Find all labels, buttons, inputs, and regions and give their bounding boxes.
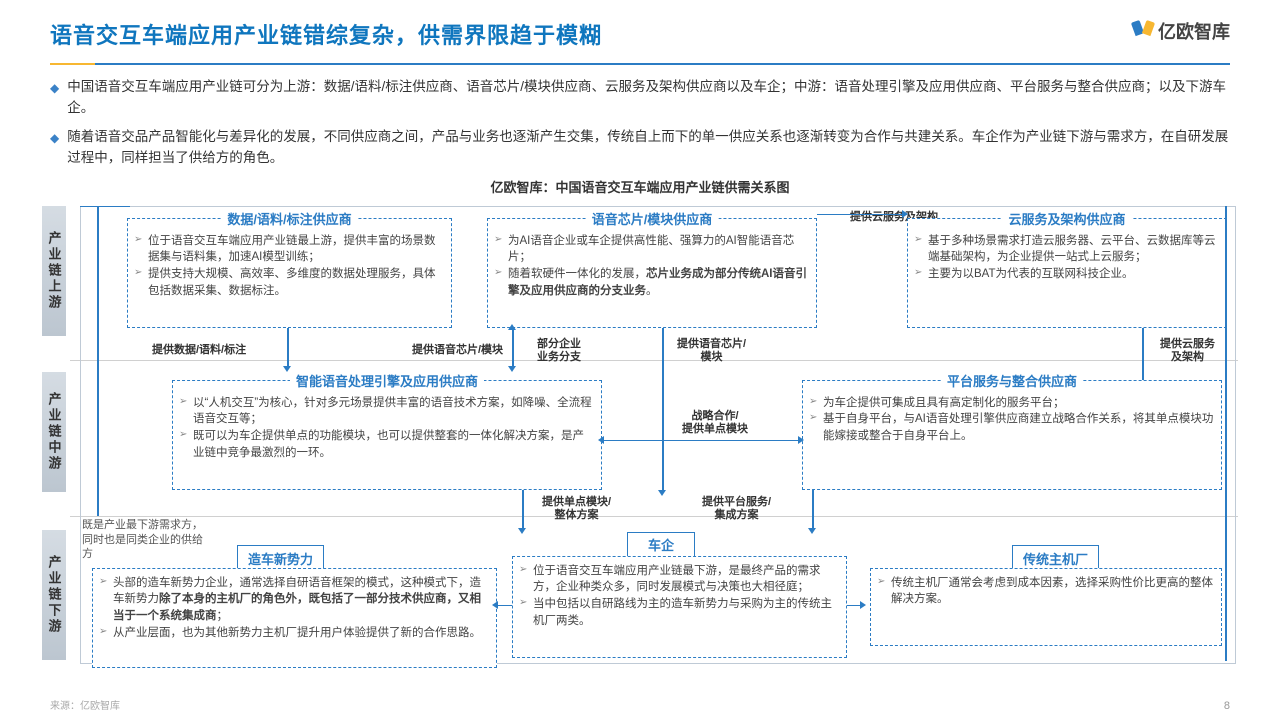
bullet-1: ◆中国语音交互车端应用产业链可分为上游：数据/语料/标注供应商、语音芯片/模块供… bbox=[50, 77, 1230, 119]
flow-module: 提供单点模块/整体方案 bbox=[542, 496, 611, 522]
supply-chain-diagram: 产业链上游 产业链中游 产业链下游 数据/语料/标注供应商 位于语音交互车端应用… bbox=[42, 200, 1238, 680]
flow-branch: 部分企业业务分支 bbox=[537, 338, 581, 364]
box-newforce: 头部的造车新势力企业，通常选择自研语音框架的模式，这种模式下，造车新势力除了本身… bbox=[92, 568, 497, 668]
page-number: 8 bbox=[1224, 700, 1230, 712]
label-auto: 车企 bbox=[627, 532, 695, 557]
row-upstream: 产业链上游 bbox=[42, 206, 66, 336]
row-downstream: 产业链下游 bbox=[42, 530, 66, 660]
source-footer: 来源：亿欧智库 bbox=[50, 697, 120, 712]
box-chip-supplier: 语音芯片/模块供应商 为AI语音企业或车企提供高性能、强算力的AI智能语音芯片；… bbox=[487, 218, 817, 328]
flow-chip2: 提供语音芯片/模块 bbox=[677, 338, 746, 364]
flow-platform: 提供平台服务/集成方案 bbox=[702, 496, 771, 522]
logo-text: 亿欧智库 bbox=[1158, 18, 1230, 44]
box-engine-supplier: 智能语音处理引擎及应用供应商 以“人机交互”为核心，针对多元场景提供丰富的语音技… bbox=[172, 380, 602, 490]
box-oem: 传统主机厂通常会考虑到成本因素，选择采购性价比更高的整体解决方案。 bbox=[870, 568, 1222, 646]
bullet-2: ◆随着语音交品产品智能化与差异化的发展，不同供应商之间，产品与业务也逐渐产生交集… bbox=[50, 127, 1230, 169]
logo-icon bbox=[1133, 21, 1153, 41]
flow-chip1: 提供语音芯片/模块 bbox=[412, 344, 503, 357]
flow-strategic: 战略合作/提供单点模块 bbox=[682, 410, 748, 436]
box-cloud-supplier: 云服务及架构供应商 基于多种场景需求打造云服务器、云平台、云数据库等云端基础架构… bbox=[907, 218, 1227, 328]
flow-data: 提供数据/语料/标注 bbox=[152, 344, 246, 357]
box-data-supplier: 数据/语料/标注供应商 位于语音交互车端应用产业链最上游，提供丰富的场景数据集与… bbox=[127, 218, 452, 328]
page-title: 语音交互车端应用产业链错综复杂，供需界限趋于模糊 bbox=[50, 18, 1230, 50]
diagram-title: 亿欧智库：中国语音交互车端应用产业链供需关系图 bbox=[0, 177, 1280, 196]
logo: 亿欧智库 bbox=[1133, 18, 1230, 44]
box-auto: 位于语音交互车端应用产业链最下游，是最终产品的需求方，企业种类众多，同时发展模式… bbox=[512, 556, 847, 658]
box-platform-supplier: 平台服务与整合供应商 为车企提供可集成且具有高定制化的服务平台； 基于自身平台，… bbox=[802, 380, 1222, 490]
flow-cloud2: 提供云服务及架构 bbox=[1160, 338, 1215, 364]
downstream-note: 既是产业最下游需求方，同时也是同类企业的供给方 bbox=[82, 518, 212, 563]
row-midstream: 产业链中游 bbox=[42, 372, 66, 492]
title-divider bbox=[50, 63, 1230, 65]
